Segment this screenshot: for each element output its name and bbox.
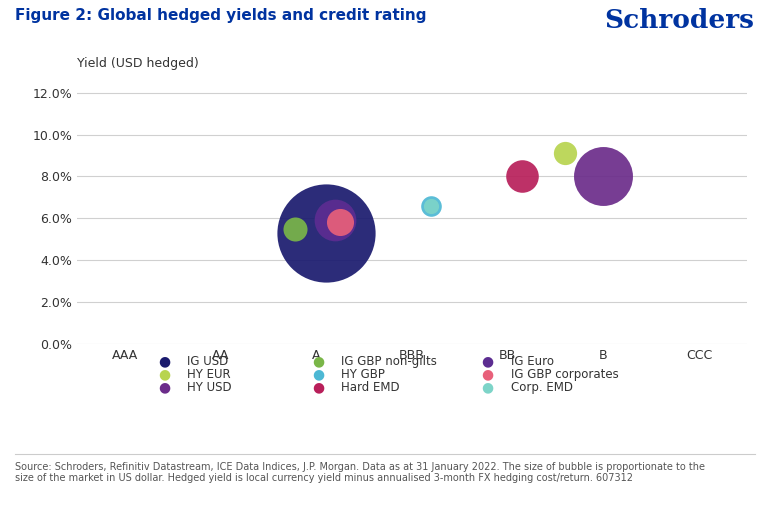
Text: ●: ● — [481, 367, 494, 382]
Text: ●: ● — [312, 380, 324, 394]
Point — [334, 219, 346, 227]
Text: IG GBP corporates: IG GBP corporates — [511, 368, 618, 381]
Point — [516, 172, 528, 181]
Text: ●: ● — [158, 380, 170, 394]
Point — [320, 229, 332, 237]
Text: Source: Schroders, Refinitiv Datastream, ICE Data Indices, J.P. Morgan. Data as : Source: Schroders, Refinitiv Datastream,… — [15, 462, 705, 483]
Text: IG Euro: IG Euro — [511, 355, 554, 368]
Text: ●: ● — [158, 367, 170, 382]
Point — [559, 149, 571, 157]
Point — [289, 225, 301, 233]
Text: ●: ● — [481, 380, 494, 394]
Text: Corp. EMD: Corp. EMD — [511, 381, 573, 394]
Point — [330, 216, 342, 224]
Point — [425, 202, 437, 210]
Text: ●: ● — [312, 367, 324, 382]
Text: Schroders: Schroders — [604, 8, 755, 33]
Text: Yield (USD hedged): Yield (USD hedged) — [77, 57, 199, 70]
Text: ●: ● — [158, 354, 170, 369]
Text: HY USD: HY USD — [187, 381, 232, 394]
Text: IG USD: IG USD — [187, 355, 229, 368]
Text: Figure 2: Global hedged yields and credit rating: Figure 2: Global hedged yields and credi… — [15, 8, 427, 23]
Text: HY GBP: HY GBP — [341, 368, 385, 381]
Point — [598, 172, 610, 181]
Text: ●: ● — [312, 354, 324, 369]
Text: IG GBP non-gilts: IG GBP non-gilts — [341, 355, 437, 368]
Text: ●: ● — [481, 354, 494, 369]
Point — [425, 202, 437, 210]
Text: HY EUR: HY EUR — [187, 368, 231, 381]
Text: Hard EMD: Hard EMD — [341, 381, 400, 394]
